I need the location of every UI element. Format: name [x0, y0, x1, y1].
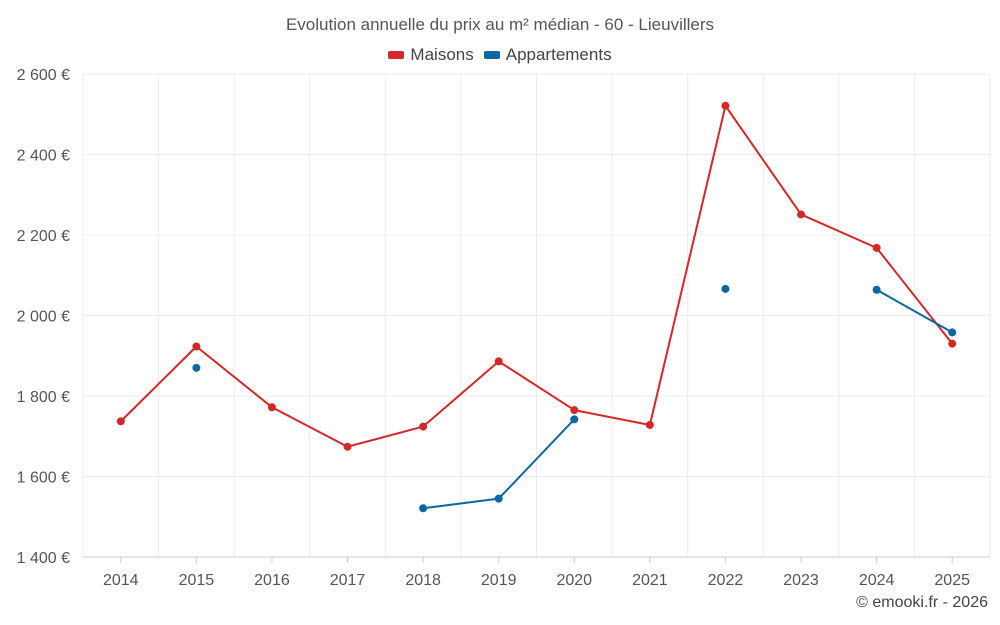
series-line-appartements	[422, 497, 500, 510]
x-tick-label: 2021	[632, 572, 668, 589]
data-point-maisons	[948, 339, 957, 348]
y-tick-label: 1 800 €	[17, 389, 70, 406]
data-point-maisons	[645, 420, 654, 429]
x-tick-label: 2023	[783, 572, 819, 589]
x-tick-label: 2014	[103, 572, 139, 589]
data-point-maisons	[116, 417, 125, 426]
data-point-maisons	[419, 422, 428, 431]
x-tick-label: 2024	[859, 572, 895, 589]
legend-item-maisons[interactable]: Maisons	[388, 45, 474, 65]
series-line-appartements	[875, 288, 954, 334]
series-line-appartements	[497, 418, 576, 500]
y-tick-label: 2 200 €	[17, 228, 70, 245]
data-point-maisons	[267, 403, 276, 412]
data-point-appartements	[721, 284, 730, 293]
series-line-maisons	[270, 406, 349, 448]
data-point-appartements	[192, 363, 201, 372]
data-point-appartements	[494, 494, 503, 503]
y-tick-label: 1 600 €	[17, 470, 70, 487]
legend-label-maisons: Maisons	[410, 45, 474, 64]
data-point-maisons	[872, 243, 881, 252]
x-tick-label: 2015	[179, 572, 215, 589]
series-line-maisons	[422, 360, 500, 428]
legend-swatch-appartements	[483, 51, 500, 59]
data-point-maisons	[721, 101, 730, 110]
data-point-maisons	[343, 442, 352, 451]
series-line-maisons	[573, 409, 651, 426]
data-point-maisons	[570, 406, 579, 415]
series-line-maisons	[497, 360, 576, 412]
series-line-maisons	[195, 345, 273, 409]
x-tick-label: 2022	[708, 572, 744, 589]
y-tick-label: 2 400 €	[17, 148, 70, 165]
x-tick-label: 2016	[254, 572, 290, 589]
legend-item-appartements[interactable]: Appartements	[483, 45, 612, 65]
data-point-appartements	[570, 415, 579, 424]
series-line-maisons	[648, 104, 727, 426]
series-line-maisons	[346, 425, 425, 448]
x-tick-label: 2017	[330, 572, 366, 589]
y-tick-label: 2 600 €	[17, 67, 70, 84]
x-tick-label: 2018	[405, 572, 441, 589]
series-line-maisons	[724, 104, 803, 216]
data-point-maisons	[797, 210, 806, 219]
legend-swatch-maisons	[388, 51, 405, 59]
y-tick-label: 2 000 €	[17, 309, 70, 326]
data-point-maisons	[192, 342, 201, 351]
x-tick-label: 2019	[481, 572, 517, 589]
data-point-appartements	[948, 328, 957, 337]
chart-title: Evolution annuelle du prix au m² médian …	[285, 15, 715, 34]
series-line-maisons	[119, 345, 198, 423]
y-tick-label: 1 400 €	[17, 550, 70, 567]
data-point-appartements	[419, 504, 428, 513]
data-point-appartements	[872, 285, 881, 294]
series-line-maisons	[800, 213, 878, 249]
chart-legend: Maisons Appartements	[0, 45, 1000, 65]
legend-label-appartements: Appartements	[505, 45, 612, 64]
series-line-maisons	[875, 246, 954, 345]
data-point-maisons	[494, 357, 503, 366]
x-tick-label: 2020	[556, 572, 592, 589]
copyright-credit: © emooki.fr - 2026	[856, 594, 988, 611]
x-tick-label: 2025	[934, 572, 970, 589]
